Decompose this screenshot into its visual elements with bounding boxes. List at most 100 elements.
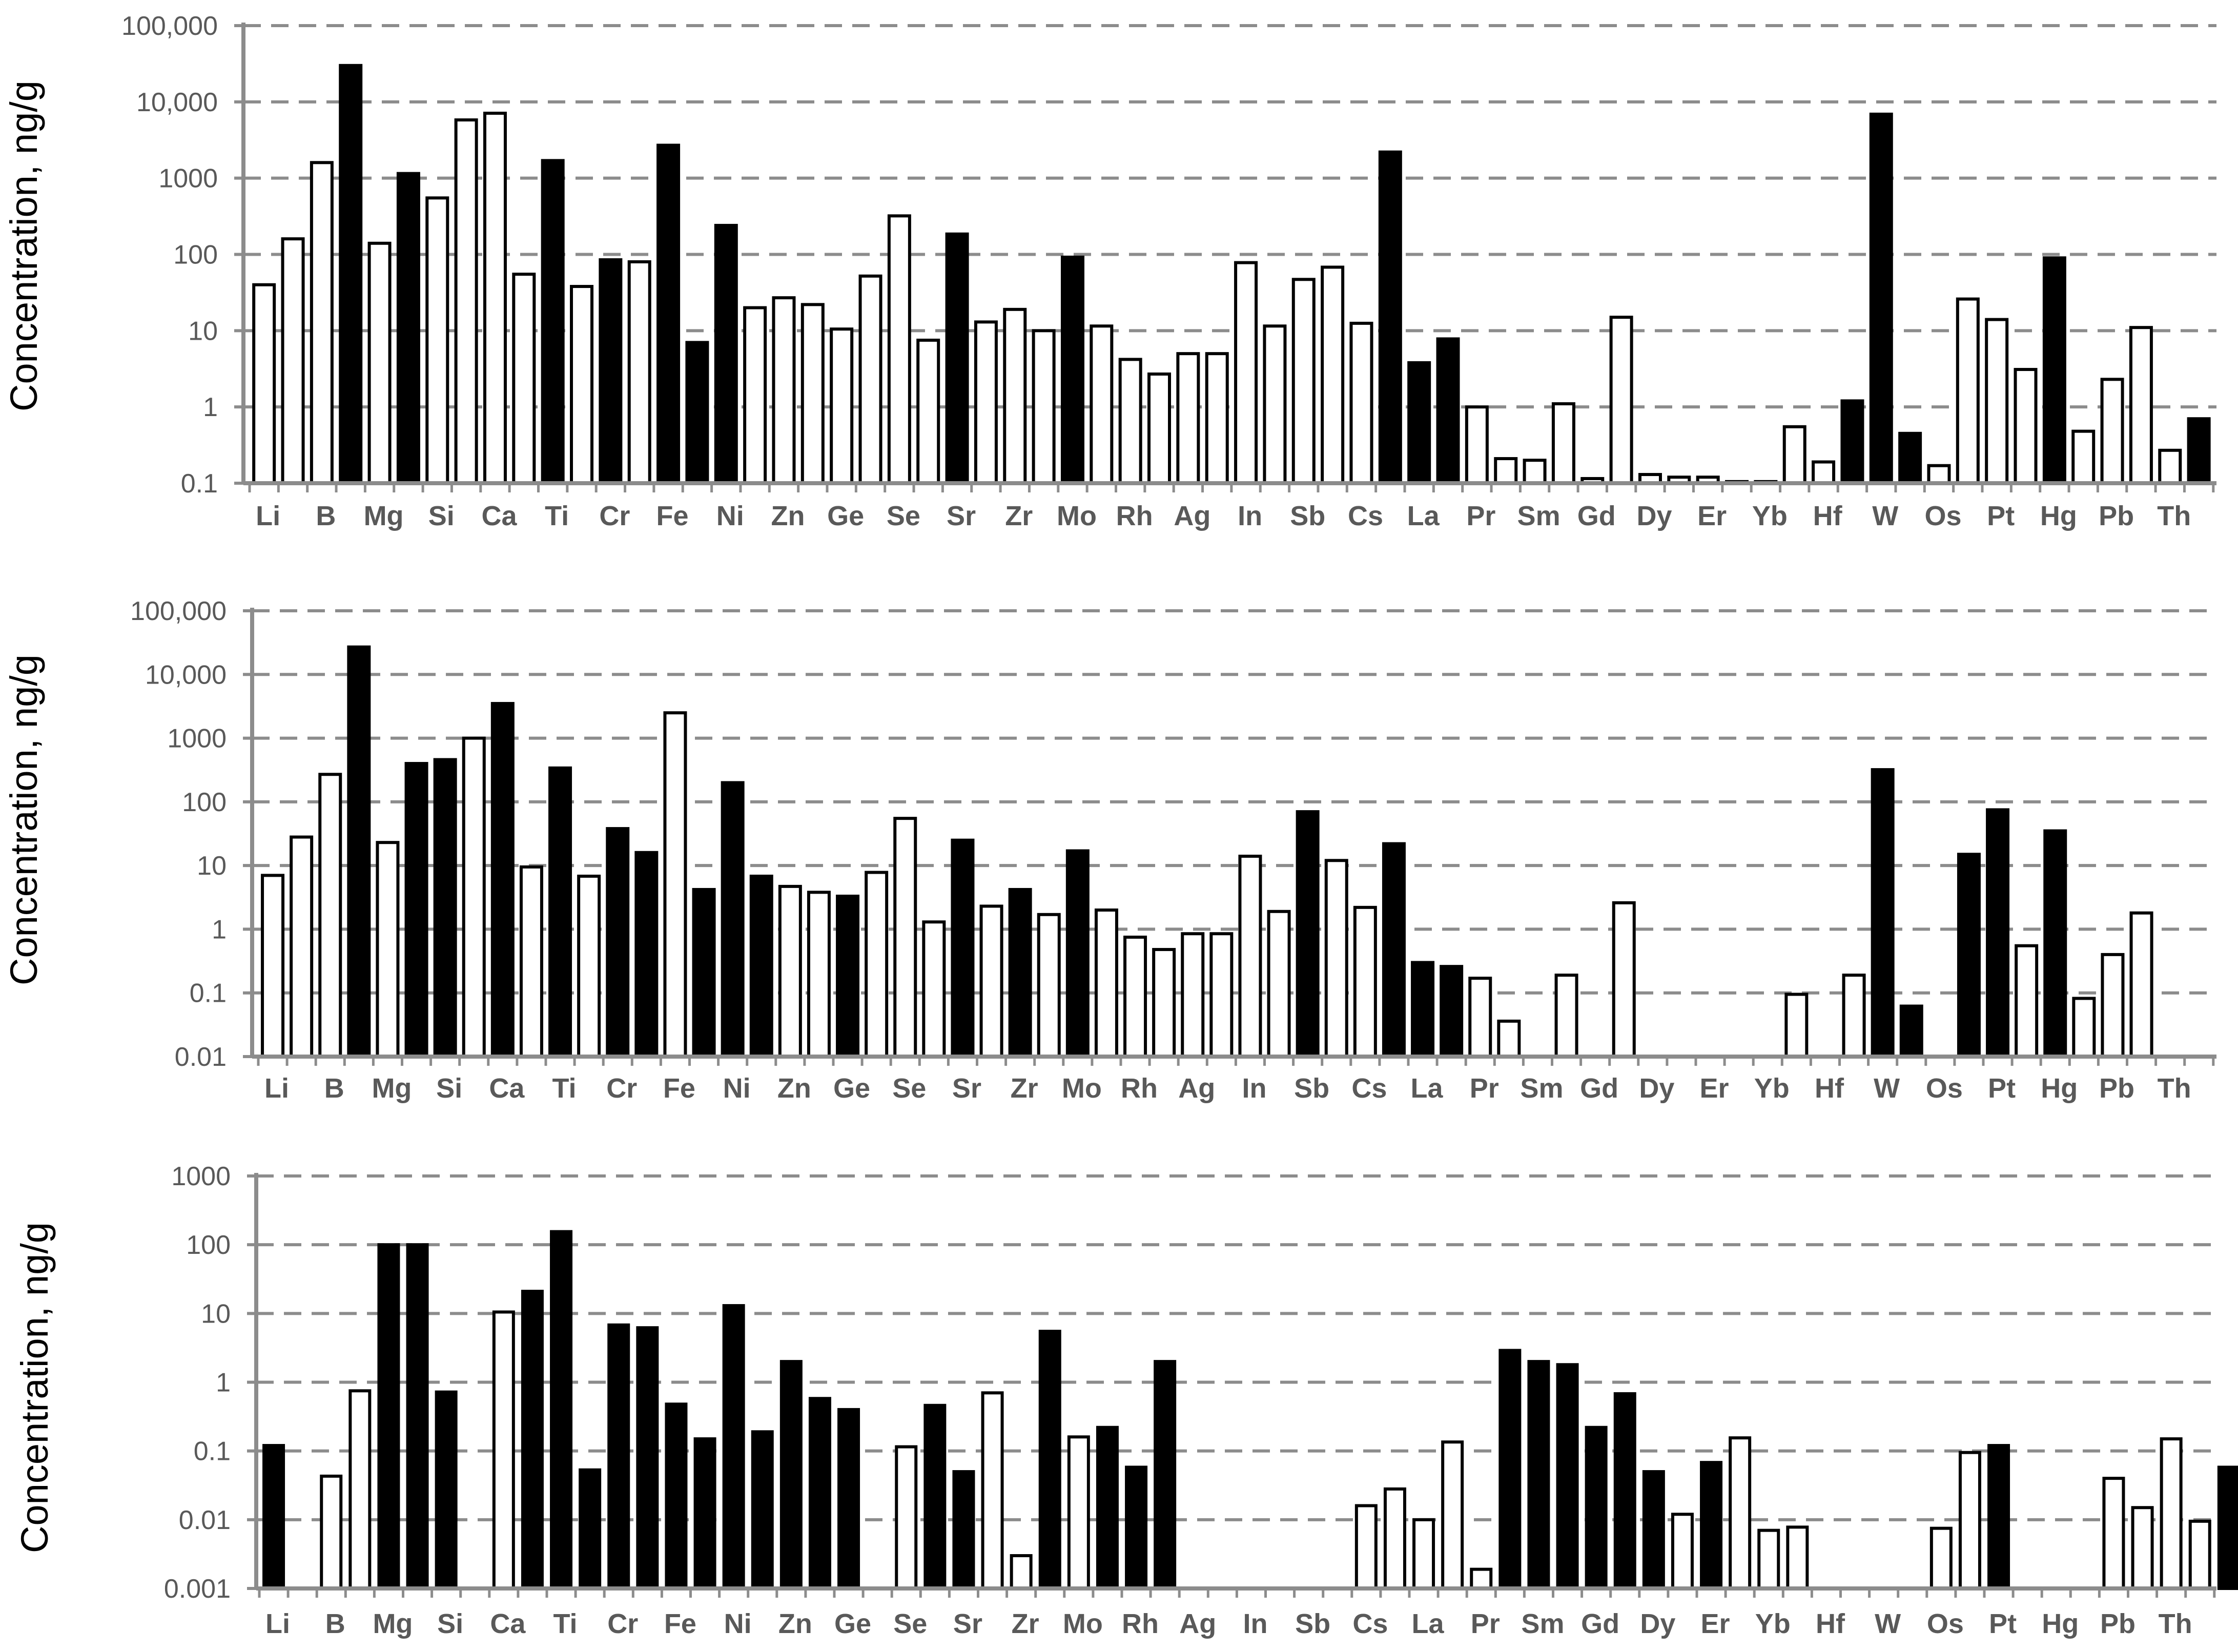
bar (2129, 326, 2153, 485)
bar (1154, 1360, 1177, 1590)
x-tick-label: Zr (1011, 1073, 1038, 1104)
bar (2042, 256, 2066, 485)
x-tick-label: Li (264, 1073, 289, 1104)
bar (606, 827, 630, 1058)
bar (1957, 853, 1981, 1058)
bar (1378, 150, 1402, 485)
x-tick-label: Ag (1179, 1608, 1216, 1639)
bar (2102, 1477, 2125, 1590)
bar (916, 338, 940, 485)
bar (281, 237, 305, 485)
bar (1729, 1436, 1752, 1591)
x-tick-label: Sr (947, 501, 976, 531)
x-tick-label: Pb (2099, 501, 2134, 531)
bar (1899, 1004, 1923, 1059)
bar (837, 1408, 860, 1591)
x-tick-label: B (324, 1073, 344, 1104)
bar (1003, 307, 1027, 485)
y-tick-label: 1000 (171, 1162, 231, 1191)
bar (665, 1402, 688, 1591)
bar (1869, 112, 1893, 485)
bar (2072, 997, 2096, 1059)
bar (290, 835, 314, 1058)
bar (404, 762, 428, 1058)
bar (751, 1430, 774, 1591)
y-tick-label: 10 (201, 1299, 231, 1329)
bar (2131, 1506, 2154, 1590)
x-tick-label: Os (1926, 1073, 1963, 1104)
x-tick-label: Cs (1352, 1608, 1388, 1639)
bar (2160, 1437, 2183, 1590)
x-tick-label: Si (428, 501, 455, 531)
bar (2187, 417, 2211, 485)
bar (1181, 932, 1205, 1059)
x-tick-label: Zn (777, 1073, 811, 1104)
y-tick-label: 1000 (158, 164, 218, 194)
y-tick-label: 1 (212, 915, 227, 944)
bar (692, 887, 716, 1058)
bar (2101, 953, 2125, 1059)
y-tick-label: 10 (188, 316, 218, 346)
x-tick-label: Ag (1178, 1073, 1215, 1104)
x-tick-label: Rh (1122, 1608, 1159, 1639)
x-tick-label: Ni (724, 1608, 752, 1639)
y-tick-label: 100 (182, 788, 227, 817)
bar (1205, 352, 1229, 485)
bar (1382, 842, 1406, 1058)
x-tick-label: Pt (1988, 1073, 2016, 1104)
bar (1060, 255, 1084, 485)
x-tick-label: Os (1924, 501, 1961, 531)
bar (1125, 1465, 1148, 1590)
x-tick-label: Sm (1517, 501, 1561, 531)
bar (1065, 849, 1090, 1058)
bar (376, 841, 400, 1059)
bar (1291, 278, 1316, 485)
bar (1353, 905, 1377, 1059)
bar (693, 1437, 716, 1590)
bar (521, 1290, 544, 1591)
bar (1842, 974, 1866, 1059)
x-tick-label: Gd (1580, 1073, 1618, 1104)
bar (320, 1474, 343, 1591)
x-tick-label: Er (1697, 501, 1727, 531)
bar (1757, 1529, 1780, 1590)
bar (1898, 431, 1922, 485)
bar (1441, 1440, 1464, 1590)
bar (1090, 324, 1114, 485)
bar (1700, 1461, 1723, 1591)
bar (550, 1230, 573, 1591)
x-tick-label: Mo (1057, 501, 1097, 531)
x-tick-label: Pr (1466, 501, 1495, 531)
bar (570, 285, 594, 485)
x-tick-label: Rh (1121, 1073, 1158, 1104)
bar (462, 736, 486, 1058)
x-tick-label: Ca (490, 1608, 526, 1639)
y-tick-label: 1 (203, 393, 218, 422)
x-tick-label: La (1412, 1608, 1445, 1639)
bar (599, 258, 623, 485)
bar (1096, 1426, 1119, 1590)
bar (2217, 1465, 2238, 1590)
y-axis-label: Concentration, ng/g (3, 80, 45, 411)
bar (721, 781, 745, 1058)
y-tick-label: 0.01 (175, 1042, 227, 1072)
x-tick-label: Yb (1755, 1608, 1791, 1639)
bar (1956, 297, 1980, 485)
x-tick-label: Gd (1581, 1608, 1619, 1639)
bar (347, 645, 371, 1058)
x-tick-label: Sm (1520, 1073, 1563, 1104)
bar (261, 874, 285, 1058)
x-tick-label: Rh (1116, 501, 1153, 531)
bar (922, 920, 946, 1059)
x-tick-label: Zr (1012, 1608, 1039, 1639)
bar (1209, 932, 1234, 1059)
bar (577, 874, 601, 1058)
bar (1118, 358, 1142, 485)
bar (830, 327, 854, 485)
y-tick-label: 1 (216, 1368, 231, 1398)
bar (1642, 1470, 1665, 1591)
bar (339, 64, 363, 485)
bar (1523, 459, 1547, 485)
bar (512, 273, 536, 485)
